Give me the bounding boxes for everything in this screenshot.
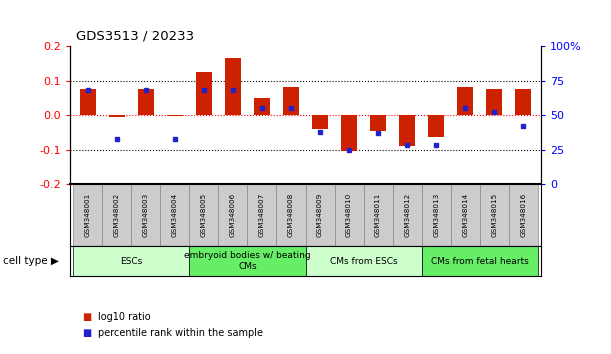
Bar bbox=[283, 87, 299, 115]
Bar bbox=[167, 115, 183, 116]
Text: GSM348015: GSM348015 bbox=[491, 193, 497, 237]
FancyBboxPatch shape bbox=[73, 184, 102, 246]
Text: GSM348001: GSM348001 bbox=[85, 193, 90, 237]
Text: log10 ratio: log10 ratio bbox=[98, 312, 150, 322]
Text: GSM348009: GSM348009 bbox=[317, 193, 323, 237]
FancyBboxPatch shape bbox=[189, 246, 306, 276]
Bar bbox=[312, 115, 328, 129]
Text: embryoid bodies w/ beating
CMs: embryoid bodies w/ beating CMs bbox=[184, 251, 311, 271]
Bar bbox=[109, 115, 125, 117]
Text: GSM348003: GSM348003 bbox=[143, 193, 148, 237]
FancyBboxPatch shape bbox=[364, 184, 393, 246]
Text: GSM348014: GSM348014 bbox=[463, 193, 468, 237]
Text: ESCs: ESCs bbox=[120, 257, 142, 266]
Text: GSM348010: GSM348010 bbox=[346, 193, 352, 237]
Text: GDS3513 / 20233: GDS3513 / 20233 bbox=[76, 29, 194, 42]
Bar bbox=[138, 89, 154, 115]
Text: GSM348013: GSM348013 bbox=[433, 193, 439, 237]
Text: GSM348016: GSM348016 bbox=[521, 193, 526, 237]
FancyBboxPatch shape bbox=[160, 184, 189, 246]
Text: GSM348012: GSM348012 bbox=[404, 193, 410, 237]
FancyBboxPatch shape bbox=[422, 246, 538, 276]
FancyBboxPatch shape bbox=[306, 246, 422, 276]
Text: GSM348005: GSM348005 bbox=[201, 193, 207, 237]
Bar bbox=[225, 58, 241, 115]
Text: GSM348004: GSM348004 bbox=[172, 193, 178, 237]
Bar bbox=[370, 115, 386, 131]
FancyBboxPatch shape bbox=[189, 184, 218, 246]
Bar bbox=[428, 115, 444, 137]
Bar bbox=[254, 98, 270, 115]
Bar bbox=[399, 115, 415, 146]
FancyBboxPatch shape bbox=[509, 184, 538, 246]
FancyBboxPatch shape bbox=[131, 184, 160, 246]
Text: GSM348007: GSM348007 bbox=[259, 193, 265, 237]
FancyBboxPatch shape bbox=[247, 184, 276, 246]
Text: GSM348008: GSM348008 bbox=[288, 193, 294, 237]
FancyBboxPatch shape bbox=[218, 184, 247, 246]
FancyBboxPatch shape bbox=[335, 184, 364, 246]
Text: CMs from ESCs: CMs from ESCs bbox=[330, 257, 397, 266]
Text: cell type ▶: cell type ▶ bbox=[3, 256, 59, 266]
FancyBboxPatch shape bbox=[73, 246, 189, 276]
Bar bbox=[341, 115, 357, 151]
Bar bbox=[196, 72, 212, 115]
FancyBboxPatch shape bbox=[276, 184, 306, 246]
FancyBboxPatch shape bbox=[102, 184, 131, 246]
Text: ■: ■ bbox=[82, 328, 92, 338]
Text: percentile rank within the sample: percentile rank within the sample bbox=[98, 328, 263, 338]
Text: GSM348006: GSM348006 bbox=[230, 193, 236, 237]
FancyBboxPatch shape bbox=[306, 184, 335, 246]
Bar bbox=[79, 89, 96, 115]
Bar bbox=[515, 89, 532, 115]
Text: ■: ■ bbox=[82, 312, 92, 322]
Text: CMs from fetal hearts: CMs from fetal hearts bbox=[431, 257, 529, 266]
Bar bbox=[457, 87, 473, 115]
Text: GSM348011: GSM348011 bbox=[375, 193, 381, 237]
FancyBboxPatch shape bbox=[422, 184, 451, 246]
FancyBboxPatch shape bbox=[480, 184, 509, 246]
FancyBboxPatch shape bbox=[451, 184, 480, 246]
Text: GSM348002: GSM348002 bbox=[114, 193, 120, 237]
FancyBboxPatch shape bbox=[393, 184, 422, 246]
Bar bbox=[486, 89, 502, 115]
